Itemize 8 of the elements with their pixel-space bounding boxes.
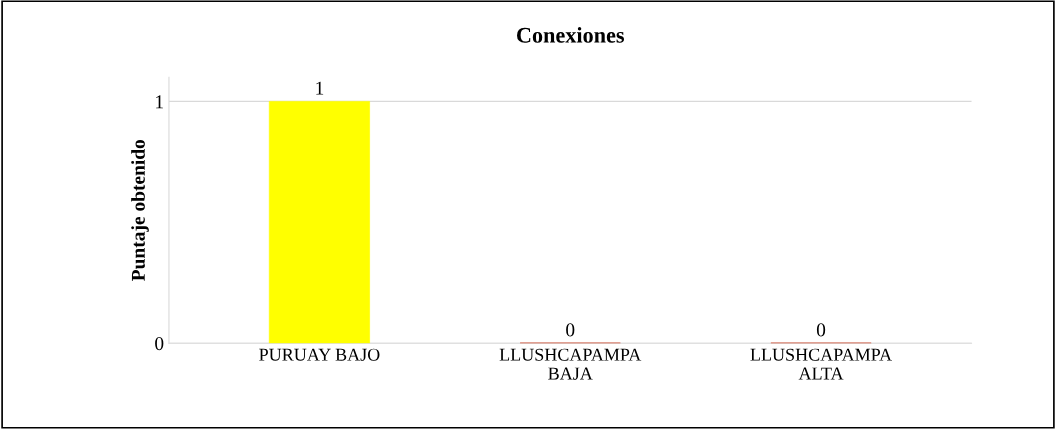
chart-title: Conexiones (517, 27, 625, 43)
data-label: 0 (816, 323, 826, 337)
x-tick-label: LLUSHCAPAMPA ALTA (750, 348, 892, 380)
y-axis-title: Puntaje obtenido (131, 139, 149, 281)
data-label: 0 (566, 323, 575, 337)
x-tick-label: PURUAY BAJO (259, 348, 380, 361)
data-label: 1 (316, 81, 324, 95)
x-tick-label: LLUSHCAPAMPA BAJA (499, 348, 642, 380)
